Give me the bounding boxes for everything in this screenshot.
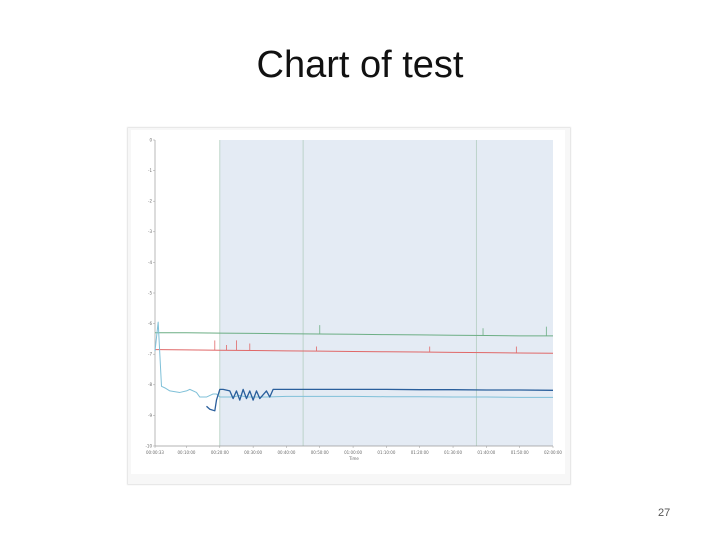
x-tick-label-9: 01:30:00 bbox=[444, 450, 462, 455]
y-tick-label-10: -10 bbox=[145, 443, 152, 448]
y-tick-label-1: -1 bbox=[148, 168, 152, 173]
slide-title: Chart of test bbox=[256, 44, 464, 86]
page-number: 27 bbox=[658, 507, 671, 519]
shaded-region bbox=[219, 140, 553, 446]
x-tick-label-7: 01:10:00 bbox=[377, 450, 395, 455]
series-3-line bbox=[206, 388, 554, 412]
y-tick-label-4: -4 bbox=[148, 260, 152, 265]
series-1-line bbox=[155, 349, 554, 354]
series-2-line bbox=[154, 321, 553, 398]
x-tick-label-1: 00:10:00 bbox=[178, 450, 196, 455]
x-tick-label-4: 00:40:00 bbox=[277, 450, 295, 455]
y-tick-label-7: -7 bbox=[148, 352, 152, 357]
x-tick-label-0: 00:00:33 bbox=[146, 450, 164, 455]
y-tick-label-5: -5 bbox=[148, 290, 152, 295]
y-tick-label-0: 0 bbox=[149, 137, 152, 142]
y-tick-label-3: -3 bbox=[148, 229, 152, 234]
series-0-line bbox=[155, 332, 553, 337]
chart-frame: 0 -1 -2 -3 -4 -5 -6 -7 -8 -9 -10 00:00:33 00:10:00 00… bbox=[131, 130, 565, 474]
x-tick-label-12: 02:00:00 bbox=[544, 450, 562, 455]
chart-scan-image: 0 -1 -2 -3 -4 -5 -6 -7 -8 -9 -10 00:00:33 00:10:00 00… bbox=[128, 128, 570, 484]
y-tick-label-6: -6 bbox=[148, 321, 152, 326]
x-tick-label-2: 00:20:00 bbox=[211, 450, 229, 455]
x-tick-label-10: 01:40:00 bbox=[477, 450, 495, 455]
x-tick-label-5: 00:50:00 bbox=[311, 450, 329, 455]
x-tick-label-6: 01:00:00 bbox=[344, 450, 362, 455]
line-chart: 0 -1 -2 -3 -4 -5 -6 -7 -8 -9 -10 00:00:33 00:10:00 00… bbox=[145, 137, 562, 461]
x-tick-label-8: 01:20:00 bbox=[411, 450, 429, 455]
y-tick-label-8: -8 bbox=[148, 382, 152, 387]
y-tick-label-9: -9 bbox=[148, 413, 152, 418]
y-tick-label-2: -2 bbox=[148, 199, 152, 204]
x-tick-label-3: 00:30:00 bbox=[244, 450, 262, 455]
x-tick-label-11: 01:50:00 bbox=[511, 450, 529, 455]
x-axis-title: Time bbox=[348, 456, 359, 461]
